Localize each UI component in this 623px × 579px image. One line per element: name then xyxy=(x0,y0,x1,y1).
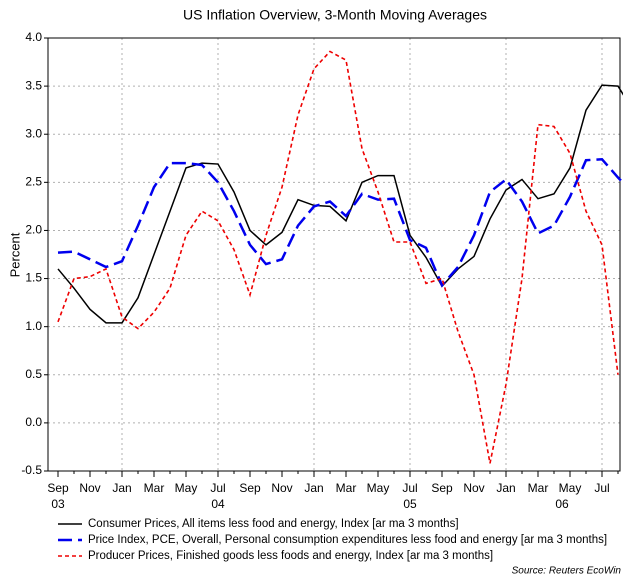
x-tick-label: Jul xyxy=(210,481,225,495)
y-tick-label: 0.5 xyxy=(25,367,42,381)
x-tick-label: Sep xyxy=(47,481,69,495)
y-tick-label: 2.5 xyxy=(25,175,42,189)
x-tick-label: Jan xyxy=(304,481,323,495)
x-tick-label: Nov xyxy=(79,481,100,495)
x-tick-label: Nov xyxy=(463,481,484,495)
legend-label: Price Index, PCE, Overall, Personal cons… xyxy=(88,534,607,546)
source: Source: Reuters EcoWin xyxy=(512,566,622,577)
series-line xyxy=(57,157,623,288)
x-tick-label: Jul xyxy=(402,481,417,495)
legend-label: Producer Prices, Finished goods less foo… xyxy=(88,550,493,562)
y-tick-label: 4.0 xyxy=(25,30,42,44)
year-label: 05 xyxy=(403,497,417,511)
x-tick-label: Jan xyxy=(112,481,131,495)
plot-frame xyxy=(47,37,621,472)
year-label: 04 xyxy=(211,497,225,511)
x-tick-label: May xyxy=(175,481,198,495)
year-label: 06 xyxy=(555,497,569,511)
x-tick-label: Mar xyxy=(144,481,165,495)
x-tick-label: Sep xyxy=(239,481,261,495)
y-tick-label: 1.0 xyxy=(25,319,42,333)
x-tick-label: May xyxy=(367,481,390,495)
legend-label: Consumer Prices, All items less food and… xyxy=(88,518,459,530)
x-tick-label: Sep xyxy=(431,481,453,495)
x-tick-label: Jul xyxy=(594,481,609,495)
x-tick-label: Jan xyxy=(496,481,515,495)
y-axis-label: Percent xyxy=(7,232,22,277)
y-tick-label: 1.5 xyxy=(25,271,42,285)
x-tick-label: Nov xyxy=(271,481,292,495)
series-line xyxy=(57,84,623,324)
y-tick-label: -0.5 xyxy=(21,463,42,477)
chart-title: US Inflation Overview, 3-Month Moving Av… xyxy=(183,7,487,23)
y-tick-label: 3.5 xyxy=(25,78,42,92)
series-line xyxy=(57,50,619,464)
x-tick-label: May xyxy=(559,481,582,495)
x-tick-label: Mar xyxy=(336,481,357,495)
y-tick-label: 3.0 xyxy=(25,126,42,140)
y-tick-label: 2.0 xyxy=(25,223,42,237)
y-tick-label: 0.0 xyxy=(25,415,42,429)
x-tick-label: Mar xyxy=(528,481,549,495)
year-label: 03 xyxy=(51,497,65,511)
